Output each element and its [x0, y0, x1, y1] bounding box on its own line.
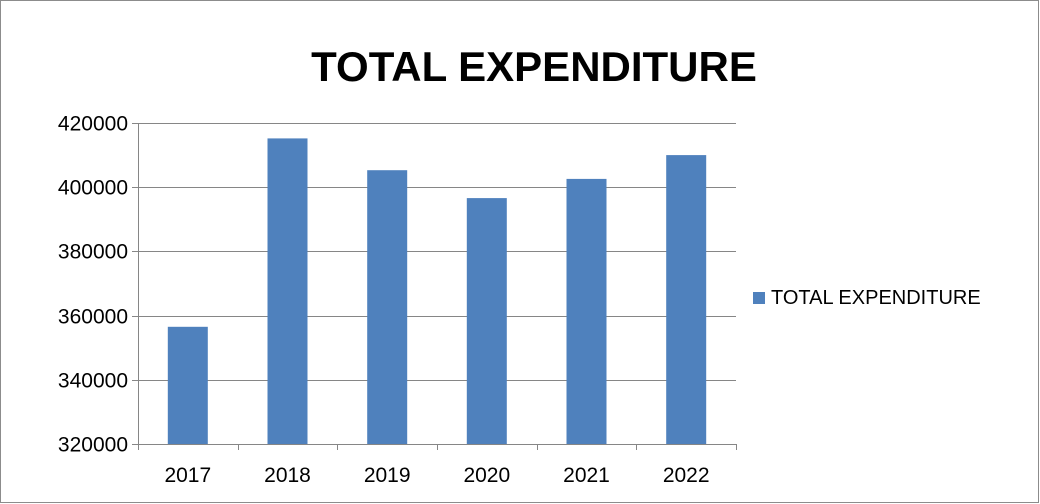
- y-tick-label: 400000: [58, 177, 128, 200]
- y-tick-label: 340000: [58, 370, 128, 393]
- y-tick-label: 380000: [58, 241, 128, 264]
- x-tick-label: 2017: [164, 464, 211, 487]
- x-tick-label: 2022: [663, 464, 710, 487]
- legend: TOTAL EXPENDITURE: [753, 287, 981, 309]
- bar-series: [167, 138, 707, 444]
- bar: [666, 155, 707, 444]
- chart-title: TOTAL EXPENDITURE: [311, 43, 757, 90]
- x-tick-label: 2019: [364, 464, 411, 487]
- y-tick-label: 420000: [58, 113, 128, 136]
- y-tick-label: 360000: [58, 306, 128, 329]
- x-axis-tick-labels: 2017 2018 2019 2020 2021 2022: [164, 464, 709, 487]
- bar: [367, 170, 408, 444]
- bar: [267, 138, 308, 444]
- y-tick-label: 320000: [58, 434, 128, 457]
- x-tick-label: 2020: [463, 464, 510, 487]
- legend-label: TOTAL EXPENDITURE: [771, 287, 981, 309]
- gridlines: [138, 123, 736, 381]
- x-tick-label: 2021: [563, 464, 610, 487]
- bar: [566, 178, 607, 444]
- axes: [132, 123, 737, 450]
- bar: [466, 198, 507, 444]
- y-axis-tick-labels: 320000 340000 360000 380000 400000 420000: [58, 113, 128, 457]
- legend-swatch: [753, 292, 765, 304]
- x-tick-label: 2018: [264, 464, 311, 487]
- bar: [167, 326, 208, 444]
